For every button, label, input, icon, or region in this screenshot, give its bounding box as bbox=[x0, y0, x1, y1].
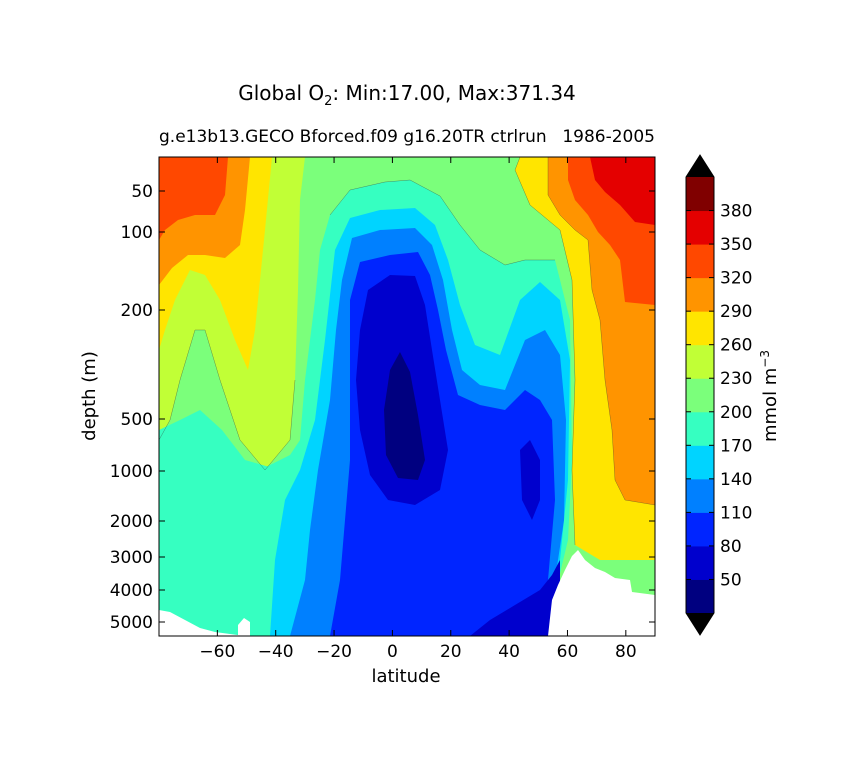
colorbar-tick-label: 290 bbox=[720, 302, 752, 322]
colorbar-swatch bbox=[686, 411, 714, 446]
colorbar-tick-label: 380 bbox=[720, 202, 752, 222]
x-tick-label: 60 bbox=[557, 642, 579, 662]
x-axis-label: latitude bbox=[371, 666, 440, 687]
colorbar-outline bbox=[685, 154, 715, 636]
x-tick-label: 20 bbox=[440, 642, 462, 662]
x-tick-label: −40 bbox=[258, 642, 294, 662]
contour-band-80-eddy bbox=[520, 440, 540, 520]
colorbar-swatch bbox=[686, 579, 714, 614]
x-axis: −60 −40 −20 0 20 40 60 80 bbox=[199, 157, 637, 662]
colorbar-tick-label: 140 bbox=[720, 470, 752, 490]
contour-band-350-north bbox=[590, 157, 655, 225]
seafloor-south bbox=[159, 610, 245, 636]
colorbar-tick-label: 260 bbox=[720, 336, 752, 356]
colorbar-extend-max bbox=[686, 155, 714, 177]
y-tick-label: 1000 bbox=[110, 462, 153, 482]
colorbar-extend-min bbox=[686, 613, 714, 635]
y-axis-label: depth (m) bbox=[79, 351, 100, 441]
y-tick-label: 100 bbox=[121, 223, 153, 243]
colorbar-swatch bbox=[686, 445, 714, 480]
colorbar-swatch bbox=[686, 277, 714, 312]
y-tick-label: 500 bbox=[121, 410, 153, 430]
x-tick-label: −20 bbox=[316, 642, 352, 662]
plot-frame bbox=[158, 156, 656, 637]
y-tick-label: 200 bbox=[121, 301, 153, 321]
contour-fills bbox=[159, 157, 655, 636]
y-axis: 50 100 200 500 1000 2000 3000 4000 5000 bbox=[110, 182, 655, 633]
colorbar-swatch bbox=[686, 177, 714, 212]
chart-subtitle-run: g.e13b13.GECO Bforced.f09 g16.20TR ctrlr… bbox=[159, 127, 547, 147]
colorbar-swatch bbox=[686, 210, 714, 245]
y-tick-label: 5000 bbox=[110, 613, 153, 633]
chart-subtitle-period: 1986-2005 bbox=[562, 127, 655, 147]
colorbar-swatch bbox=[686, 344, 714, 379]
colorbar-tick-label: 200 bbox=[720, 403, 752, 423]
x-tick-label: −60 bbox=[199, 642, 235, 662]
colorbar-swatch bbox=[686, 378, 714, 413]
x-tick-label: 40 bbox=[498, 642, 520, 662]
colorbar-swatch bbox=[686, 545, 714, 580]
seafloor-notch bbox=[238, 618, 250, 636]
colorbar-tick-label: 230 bbox=[720, 369, 752, 389]
contour-plot bbox=[158, 156, 656, 637]
y-tick-label: 3000 bbox=[110, 548, 153, 568]
colorbar-tick-label: 50 bbox=[720, 570, 742, 590]
colorbar: 50 80 110 140 170 200 230 260 290 320 350 380 bbox=[685, 154, 752, 636]
colorbar-swatch bbox=[686, 311, 714, 346]
colorbar-swatch bbox=[686, 478, 714, 513]
colorbar-tick-label: 320 bbox=[720, 269, 752, 289]
contour-band-50-deep bbox=[470, 560, 560, 636]
colorbar-tick-label: 170 bbox=[720, 436, 752, 456]
chart-title: Global O2: Min:17.00, Max:371.34 bbox=[238, 81, 576, 109]
y-tick-label: 50 bbox=[131, 182, 153, 202]
colorbar-tick-label: 80 bbox=[720, 537, 742, 557]
colorbar-label: mmol m−3 bbox=[758, 350, 781, 442]
colorbar-tick-label: 350 bbox=[720, 235, 752, 255]
colorbar-tick-label: 110 bbox=[720, 503, 752, 523]
colorbar-swatch bbox=[686, 244, 714, 279]
seafloor-north bbox=[548, 550, 655, 636]
x-tick-label: 80 bbox=[615, 642, 637, 662]
x-tick-label: 0 bbox=[387, 642, 398, 662]
contour-lines bbox=[159, 157, 655, 546]
colorbar-swatch bbox=[686, 512, 714, 547]
y-tick-label: 2000 bbox=[110, 512, 153, 532]
contour-band-20-central bbox=[384, 352, 425, 480]
contour-band-320-south bbox=[159, 157, 228, 240]
y-tick-label: 4000 bbox=[110, 581, 153, 601]
